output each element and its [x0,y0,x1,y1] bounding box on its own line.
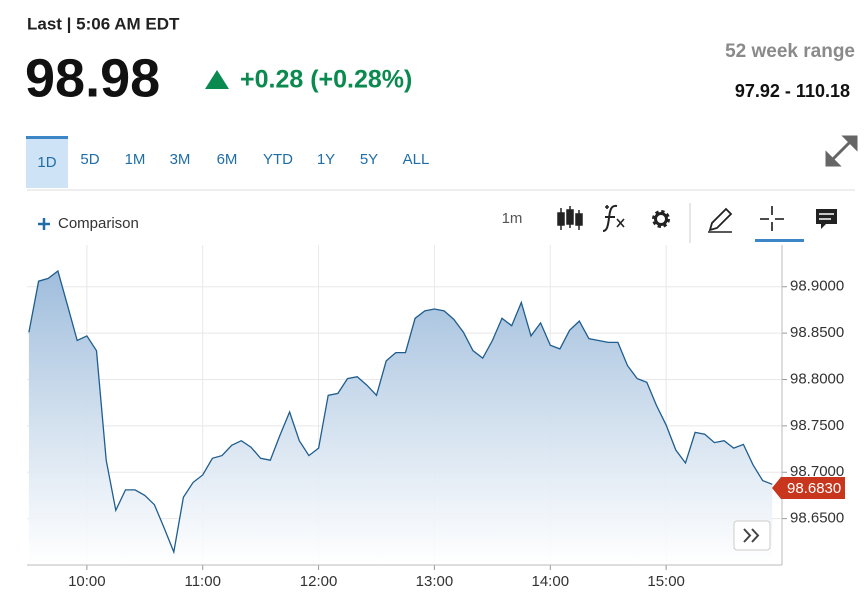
draw-icon[interactable] [708,207,733,233]
candles-icon[interactable] [557,206,583,230]
y-tick-label: 98.7500 [790,417,844,434]
scroll-button[interactable] [733,520,771,551]
price: 98.98 [25,48,160,108]
comparison-label: Comparison [58,215,139,232]
area [28,271,773,565]
comparison-button[interactable]: Comparison [38,215,139,232]
up-arrow [205,70,229,89]
x-tick-label: 15:00 [647,573,685,590]
price-line [28,269,773,555]
range-tabs: 1D 5D 1M 3M 6M YTD 1Y 5Y ALL [26,136,429,188]
x-tick-label: 12:00 [300,573,338,590]
range-tab[interactable]: 5D [80,151,99,168]
range-title: 52 week range [725,41,855,62]
current-price-label: 98.6830 [787,480,841,497]
y-tick-label: 98.8000 [790,370,844,387]
crosshair-icon[interactable] [755,206,804,242]
comment-icon[interactable] [816,209,837,229]
range-tab[interactable]: 3M [170,151,191,168]
x-tick-label: 14:00 [532,573,570,590]
current-price-flag [772,477,845,500]
y-tick-label: 98.9000 [790,278,844,295]
range-tab[interactable]: 1Y [317,151,335,168]
x-tick-label: 11:00 [184,573,220,590]
range-tab[interactable]: 5Y [360,151,378,168]
price-change: +0.28 (+0.28%) [240,66,412,94]
y-tick-label: 98.7000 [790,463,844,480]
range-tab[interactable]: 1M [125,151,146,168]
range-tab[interactable]: 1D [37,154,56,171]
active-tab-bar [26,136,68,139]
x-tick-label: 13:00 [416,573,454,590]
x-tick-label: 10:00 [68,573,106,590]
last-time: Last | 5:06 AM EDT [27,14,180,33]
settings-icon[interactable] [652,210,670,228]
range-tab[interactable]: ALL [403,151,430,168]
active-tab-bg [26,137,68,188]
range-value: 97.92 - 110.18 [735,81,850,101]
interval[interactable]: 1m [502,210,523,227]
y-tick-label: 98.6500 [790,510,844,527]
expand-icon[interactable] [825,135,858,167]
range-tab[interactable]: YTD [263,151,293,168]
plot: 98.6500 98.7000 98.7500 98.8000 98.8500 98.90… [27,245,845,590]
range-tab[interactable]: 6M [217,151,238,168]
y-tick-label: 98.8500 [790,324,844,341]
studies-icon[interactable] [602,204,625,232]
